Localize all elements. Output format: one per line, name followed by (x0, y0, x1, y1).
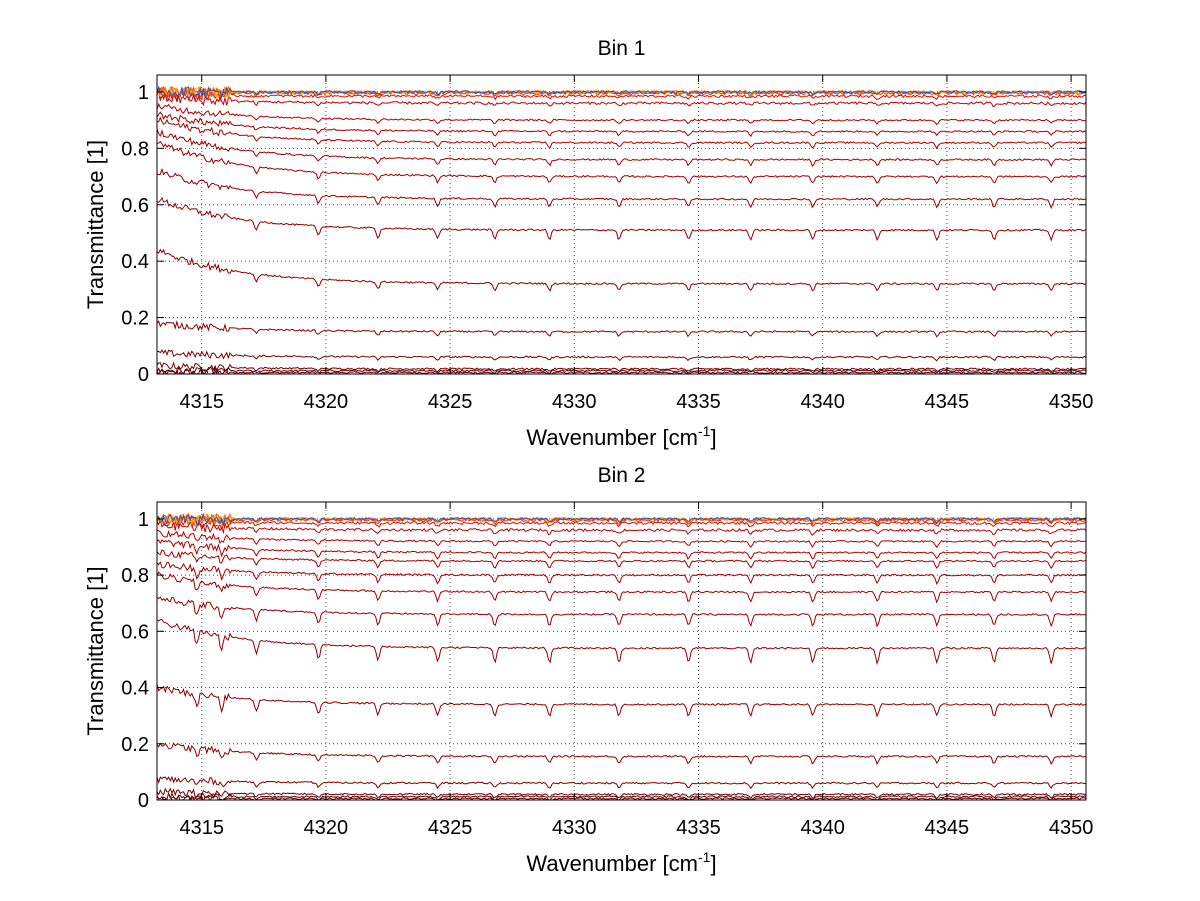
series-line (157, 515, 1086, 531)
y-tick-label: 0.8 (121, 138, 149, 160)
x-tick-label: 4350 (1049, 817, 1094, 839)
y-tick-label: 0.6 (121, 195, 149, 217)
series-line (157, 513, 1086, 528)
chart-title: Bin 1 (598, 37, 646, 60)
x-tick-label: 4330 (552, 391, 597, 413)
x-axis-label-main: Wavenumber [cm (526, 425, 698, 450)
y-axis-label: Transmittance [1] (83, 140, 108, 309)
series-line (157, 560, 1086, 585)
series-line (157, 549, 1086, 570)
series-line (157, 791, 1086, 800)
series-group (157, 512, 1086, 800)
y-axis-label: Transmittance [1] (83, 566, 108, 735)
chart-panel-1: 4315 4320 4325 4330 4335 4340 4345 4350 0 0.2 0.4 0… (83, 37, 1093, 450)
axes-frame (156, 74, 1087, 375)
series-line (157, 742, 1086, 766)
x-axis-label-suffix: ] (710, 851, 716, 876)
series-line (157, 140, 1086, 185)
x-tick-label: 4320 (304, 391, 349, 413)
y-tick-label: 1 (138, 509, 149, 531)
series-line (157, 518, 1086, 537)
series-line (157, 319, 1086, 338)
series-line (157, 128, 1086, 168)
series-line (157, 196, 1086, 242)
x-axis-label: Wavenumber [cm-1] (526, 849, 716, 876)
series-line (157, 596, 1086, 628)
y-tick-label: 0.4 (121, 678, 149, 700)
x-tick-label: 4325 (428, 817, 473, 839)
series-line (157, 91, 1086, 108)
series-line (157, 248, 1086, 292)
series-line (157, 775, 1086, 790)
x-axis-label: Wavenumber [cm-1] (526, 423, 716, 450)
chart-title: Bin 2 (598, 464, 646, 487)
axes-frame (156, 501, 1087, 801)
y-tick-label: 0 (138, 364, 149, 386)
y-tick-label: 0 (138, 790, 149, 812)
series-line (157, 529, 1086, 549)
y-tick-label: 0.2 (121, 734, 149, 756)
x-tick-label: 4340 (800, 391, 845, 413)
series-line (157, 102, 1086, 126)
x-tick-label: 4340 (800, 817, 845, 839)
x-tick-label: 4320 (304, 817, 349, 839)
series-line (157, 89, 1086, 103)
x-tick-label: 4350 (1049, 391, 1094, 413)
series-group (157, 85, 1086, 374)
y-tick-label: 0.4 (121, 251, 149, 273)
x-tick-label: 4315 (179, 391, 224, 413)
x-tick-label: 4315 (179, 817, 224, 839)
series-line (157, 167, 1086, 210)
series-line (157, 787, 1086, 800)
x-tick-label: 4325 (428, 391, 473, 413)
x-tick-label: 4345 (925, 817, 970, 839)
series-line (157, 539, 1086, 560)
x-tick-label: 4335 (676, 391, 721, 413)
x-axis-label-superscript: -1 (698, 849, 711, 865)
series-line (157, 684, 1086, 719)
series-line (157, 368, 1086, 374)
x-axis-label-superscript: -1 (698, 423, 711, 439)
series-line (157, 361, 1086, 373)
series-line (157, 571, 1086, 604)
y-tick-label: 0.8 (121, 565, 149, 587)
chart-panel-2: 4315 4320 4325 4330 4335 4340 4345 4350 0 0.2 0.4 0… (83, 464, 1093, 876)
x-tick-label: 4330 (552, 817, 597, 839)
x-tick-label: 4345 (925, 391, 970, 413)
y-tick-label: 0.2 (121, 308, 149, 330)
series-line (157, 111, 1086, 137)
series-line (157, 365, 1086, 374)
x-tick-label: 4335 (676, 817, 721, 839)
y-tick-label: 1 (138, 82, 149, 104)
series-line (157, 116, 1086, 150)
x-axis-label-suffix: ] (710, 425, 716, 450)
series-line (157, 349, 1086, 362)
series-line (157, 513, 1086, 526)
series-line (157, 618, 1086, 665)
series-line (157, 85, 1086, 99)
x-axis-label-main: Wavenumber [cm (526, 851, 698, 876)
y-tick-label: 0.6 (121, 621, 149, 643)
